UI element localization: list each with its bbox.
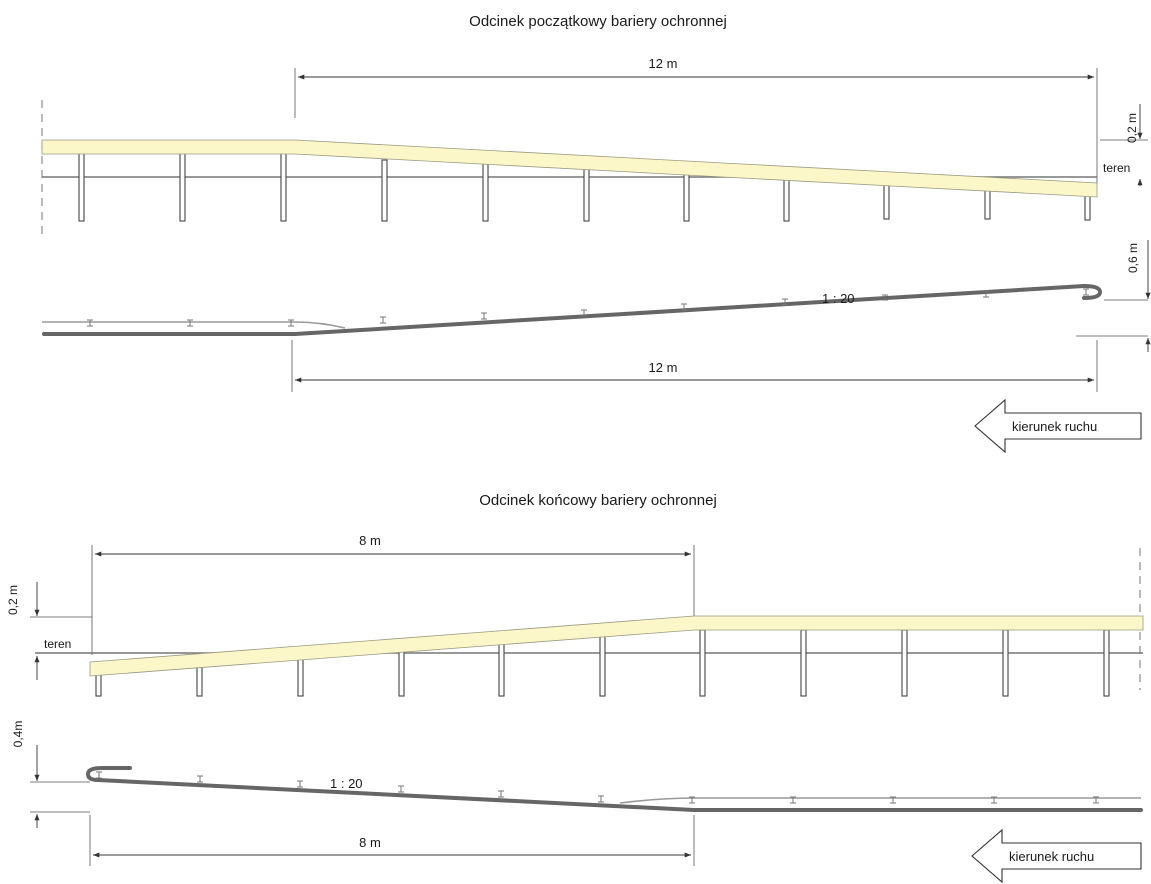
bottom-plan-length: 8 m (359, 835, 381, 850)
bottom-offset-dimension: 0,4m (11, 721, 90, 828)
bottom-plan-view: 1 : 20 (85, 766, 1143, 812)
bottom-height-dimension: 0,2 m teren (6, 582, 92, 680)
bottom-posts (95, 629, 1110, 697)
top-offset-label: 0,6 m (1126, 243, 1140, 273)
top-posts (78, 152, 1091, 222)
top-offset-dimension: 0,6 m (1076, 240, 1151, 352)
top-ground-label: teren (1103, 161, 1130, 175)
bottom-offset-label: 0,4m (11, 721, 25, 748)
bottom-direction-label: kierunek ruchu (1009, 849, 1094, 864)
top-plan-dimension: 12 m (291, 340, 1098, 392)
top-elevation-length: 12 m (649, 56, 678, 71)
top-elevation-dimension: 12 m (294, 56, 1098, 185)
top-plan-length: 12 m (649, 360, 678, 375)
bottom-slope-label: 1 : 20 (330, 776, 363, 791)
bottom-ground-label: teren (44, 637, 71, 651)
bottom-plan-dimension: 8 m (89, 815, 695, 866)
bottom-section: Odcinek końcowy bariery ochronnej 8 m (6, 492, 1144, 884)
top-slope-label: 1 : 20 (822, 291, 855, 306)
bottom-elevation-dimension: 8 m (91, 533, 695, 655)
bottom-rail-beam (89, 615, 1144, 677)
bottom-height-label: 0,2 m (6, 585, 20, 615)
top-rail-beam (41, 139, 1098, 198)
top-height-label: 0,2 m (1125, 113, 1139, 143)
top-title: Odcinek początkowy bariery ochronnej (469, 13, 727, 30)
top-height-dimension: 0,2 m teren (1100, 104, 1148, 186)
bottom-title: Odcinek końcowy bariery ochronnej (479, 492, 717, 509)
top-plan-view: 1 : 20 (42, 284, 1103, 336)
top-direction-arrow: kierunek ruchu (974, 398, 1142, 454)
bottom-elevation-length: 8 m (359, 533, 381, 548)
top-direction-label: kierunek ruchu (1012, 419, 1097, 434)
bottom-direction-arrow: kierunek ruchu (971, 828, 1142, 884)
top-section: Odcinek początkowy bariery ochronnej 12 … (41, 13, 1151, 454)
